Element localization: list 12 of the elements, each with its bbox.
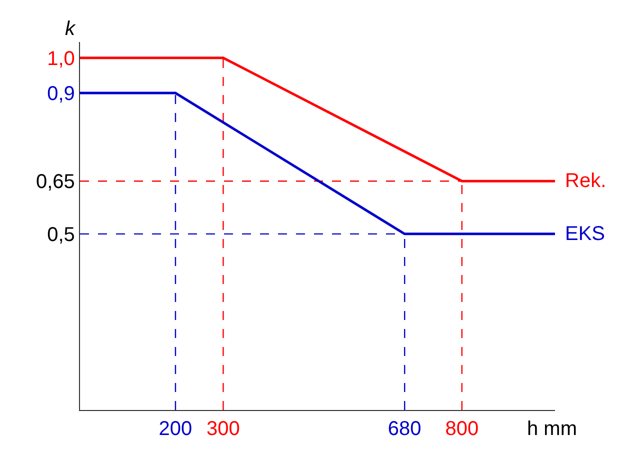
- y-tick-label: 0,5: [47, 224, 75, 246]
- y-tick-label: 0,9: [47, 83, 75, 106]
- series-label: EKS: [565, 223, 606, 245]
- x-tick-label: 300: [206, 418, 240, 440]
- y-tick-label: 1,0: [47, 48, 75, 70]
- x-axis-title: h mm: [527, 418, 577, 440]
- x-tick-label: 800: [445, 418, 479, 440]
- y-axis-title: k: [65, 18, 76, 40]
- x-tick-label: 200: [158, 418, 192, 440]
- y-tick-label: 0,65: [36, 171, 75, 194]
- series-label: Rek.: [565, 170, 606, 192]
- x-tick-label: 680: [388, 418, 422, 440]
